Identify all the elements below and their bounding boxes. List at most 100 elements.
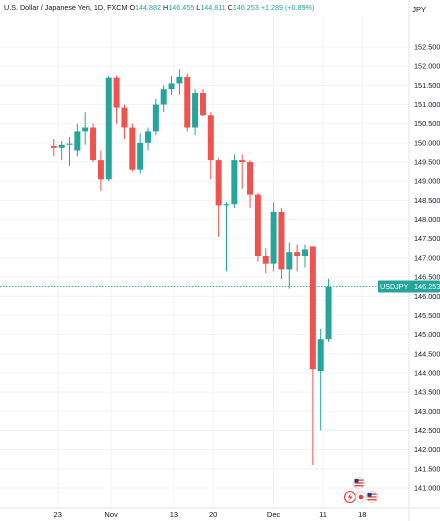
time-tick-label: 18	[358, 510, 366, 519]
candle[interactable]	[286, 242, 293, 289]
price-tick-label: 150.500	[414, 119, 440, 128]
lightning-icon[interactable]	[344, 491, 356, 503]
candle[interactable]	[66, 137, 73, 166]
candle[interactable]	[239, 154, 246, 189]
price-tick-label: 143.500	[414, 388, 440, 397]
price-tick-label: 149.000	[414, 177, 440, 186]
symbol-legend: U.S. Dollar / Japanese Yen, 1D, FXCM O14…	[4, 3, 314, 12]
price-tick-label: 152.500	[414, 43, 440, 52]
candle[interactable]	[184, 73, 191, 132]
candle[interactable]	[82, 112, 89, 145]
candle[interactable]	[113, 75, 120, 124]
current-price-tag: USDJPY 146.253	[378, 280, 440, 293]
candle[interactable]	[325, 279, 332, 342]
candle[interactable]	[278, 208, 285, 280]
candle[interactable]	[58, 140, 65, 161]
price-tick-label: 145.500	[414, 311, 440, 320]
candle-body	[50, 145, 57, 148]
candle-body	[247, 162, 254, 195]
candle-body	[66, 143, 73, 145]
candle-body	[74, 131, 81, 151]
candle[interactable]	[207, 112, 214, 180]
candle[interactable]	[231, 154, 238, 209]
candle[interactable]	[309, 246, 316, 465]
price-tick-label: 151.500	[414, 81, 440, 90]
price-tick-label: 150.000	[414, 138, 440, 147]
candle-body	[199, 93, 206, 116]
price-axis-ticks: 152.500 152.000 151.500 151.000 150.500 150.0…	[414, 43, 440, 493]
candle-body	[270, 211, 277, 264]
low-label: L	[196, 3, 201, 12]
candle[interactable]	[50, 139, 57, 157]
candle[interactable]	[317, 328, 324, 431]
candle-body	[231, 160, 238, 205]
time-tick-label: 11	[319, 510, 327, 519]
candle[interactable]	[160, 85, 167, 113]
time-tick-label: Dec	[267, 510, 281, 519]
grid-lines	[0, 16, 409, 508]
candle[interactable]	[105, 75, 112, 182]
candle-body	[160, 89, 167, 105]
candle[interactable]	[168, 75, 175, 95]
candle-body	[137, 142, 144, 170]
time-tick-label: Nov	[104, 510, 118, 519]
candle[interactable]	[302, 244, 308, 268]
candle[interactable]	[129, 123, 136, 172]
us-flag-icon-2[interactable]	[366, 491, 378, 503]
candle[interactable]	[254, 192, 261, 262]
candle[interactable]	[247, 160, 254, 209]
price-tag-price: 146.253	[414, 282, 440, 291]
candle-body	[309, 246, 316, 370]
candle-body	[113, 77, 120, 108]
candle[interactable]	[270, 202, 277, 272]
candle-body	[254, 194, 261, 256]
candle[interactable]	[152, 98, 159, 136]
price-tick-label: 148.000	[414, 215, 440, 224]
candle[interactable]	[176, 69, 183, 95]
price-tick-label: 149.500	[414, 158, 440, 167]
price-tick-label: 142.500	[414, 426, 440, 435]
candle-body	[207, 115, 214, 161]
candle-body	[145, 131, 151, 143]
candle[interactable]	[121, 104, 128, 140]
candle-body	[90, 127, 97, 161]
time-axis-ticks: 23 Nov 13 20 Dec 11 18	[54, 510, 367, 519]
price-tick-label: 148.500	[414, 196, 440, 205]
us-flag-icon[interactable]	[353, 477, 365, 489]
candle[interactable]	[74, 123, 81, 157]
event-markers[interactable]	[344, 477, 378, 503]
candle-body	[192, 93, 199, 128]
candle-body	[294, 252, 301, 256]
close-value: 146.253	[232, 3, 259, 12]
candle[interactable]	[223, 202, 230, 272]
candle[interactable]	[90, 123, 97, 163]
candle[interactable]	[294, 244, 301, 272]
candle[interactable]	[97, 150, 104, 191]
candle-body	[82, 127, 89, 132]
symbol-title: U.S. Dollar / Japanese Yen, 1D, FXCM	[4, 3, 128, 12]
candle[interactable]	[192, 89, 199, 136]
price-tick-label: 146.000	[414, 292, 440, 301]
high-value: 146.455	[168, 3, 195, 12]
candle[interactable]	[145, 127, 151, 151]
japan-flag-icon[interactable]	[355, 491, 367, 503]
candle[interactable]	[215, 158, 222, 237]
candle[interactable]	[199, 89, 206, 117]
time-tick-label: 13	[170, 510, 178, 519]
price-tick-label: 151.000	[414, 100, 440, 109]
candle-body	[105, 77, 112, 180]
candle-body	[262, 255, 269, 264]
price-tick-label: 152.000	[414, 62, 440, 71]
price-tick-label: 147.000	[414, 253, 440, 262]
price-tick-label: 141.000	[414, 484, 440, 493]
candle[interactable]	[137, 133, 144, 174]
candle-body	[239, 160, 246, 163]
candle-body	[58, 144, 65, 148]
price-tag-background	[378, 280, 440, 293]
price-tick-label: 141.500	[414, 464, 440, 473]
close-label: C	[227, 3, 233, 12]
candle[interactable]	[262, 248, 269, 274]
open-value: 144.882	[135, 3, 162, 12]
